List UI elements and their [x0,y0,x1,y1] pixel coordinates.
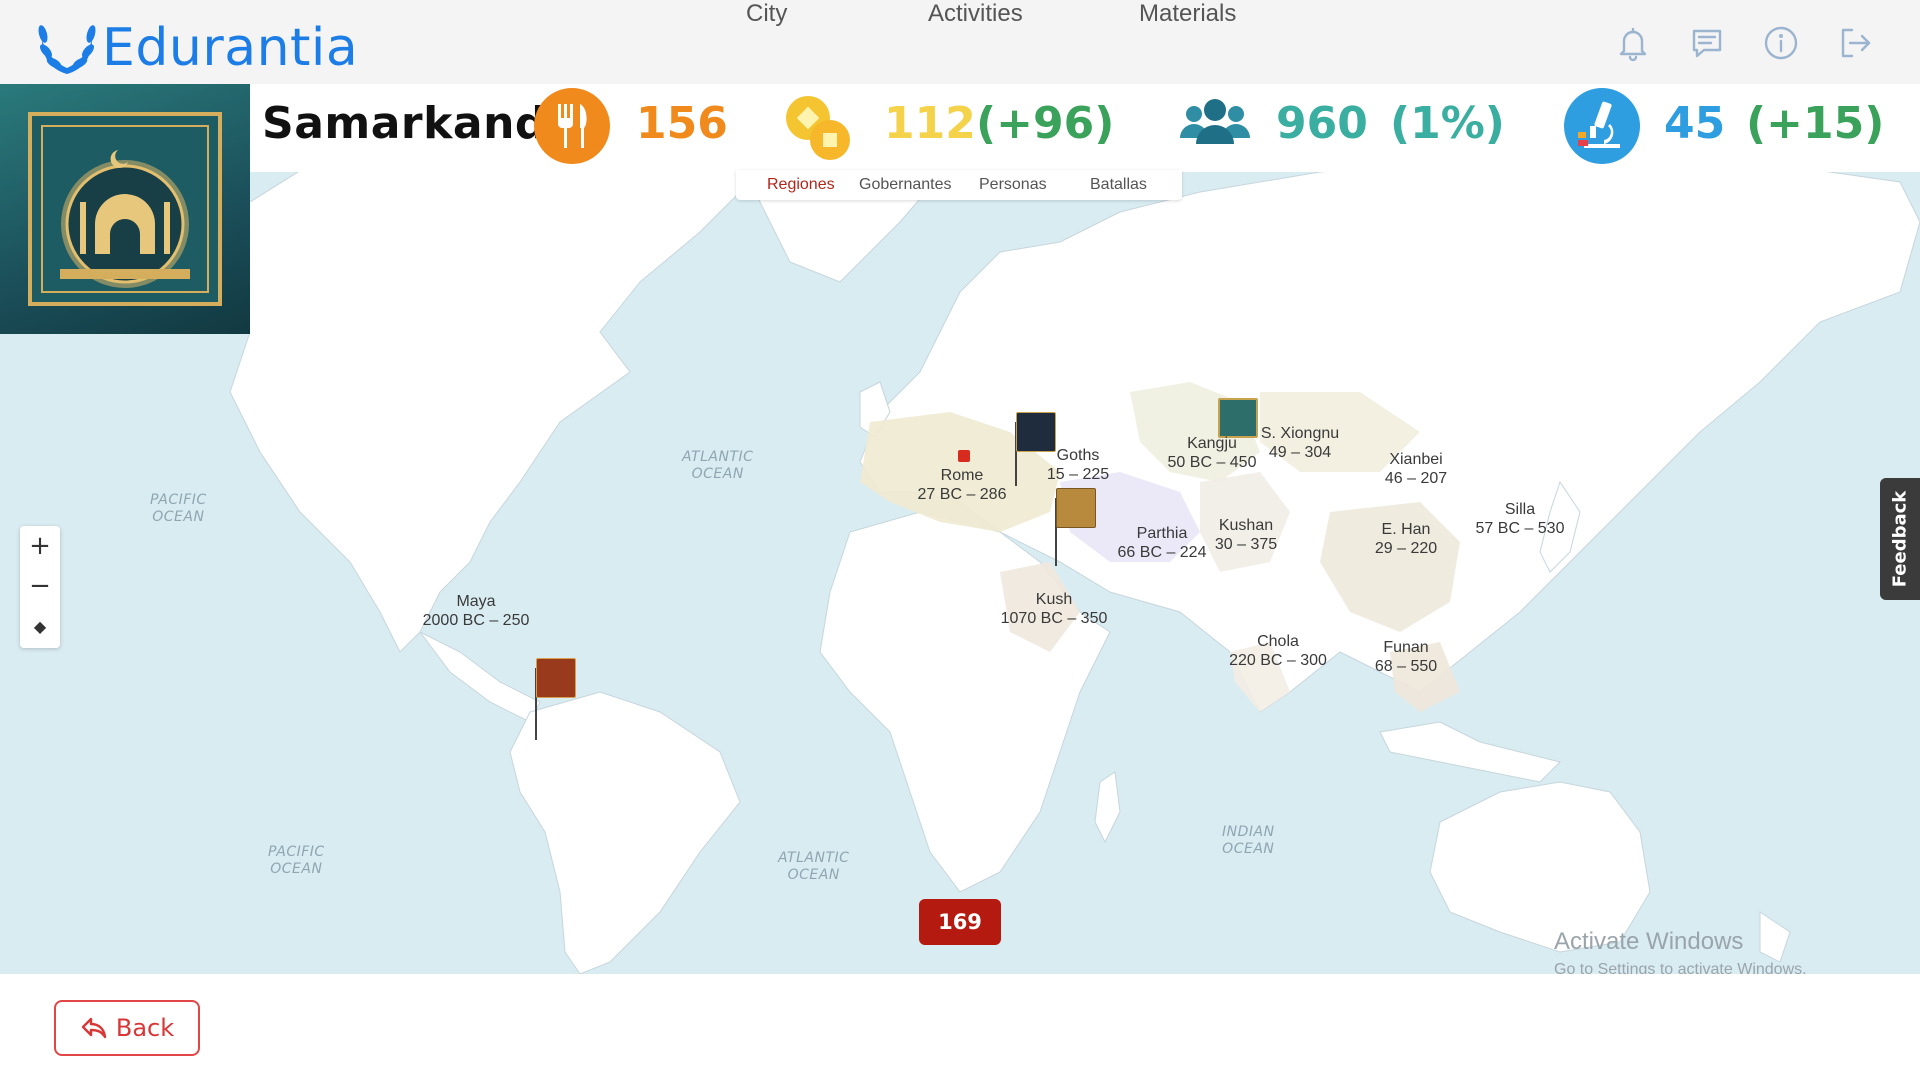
coins-icon [780,88,856,164]
chat-icon[interactable] [1688,24,1726,62]
compass-button[interactable]: ◆ [33,616,47,636]
tab-batallas[interactable]: Batallas [1090,176,1147,193]
city-banner: Samarkand 156 112 (+96) 960 (1%) 45 (+15… [0,84,1920,334]
civ-label-kangju[interactable]: Kangju 50 BC – 450 [1167,435,1257,471]
tab-regiones[interactable]: Regiones [767,176,835,193]
bell-icon[interactable] [1614,24,1652,62]
nav-item-city[interactable]: City [746,0,788,27]
food-icon [534,88,610,164]
layer-tabs: Regiones Gobernantes Personas Batallas [736,170,1182,200]
civ-label-chola[interactable]: Chola 220 BC – 300 [1229,633,1327,669]
header-icon-group [1614,24,1874,62]
flag-goths[interactable] [1016,412,1056,452]
world-map-base [19,101,1920,974]
civ-label-funan[interactable]: Funan 68 – 550 [1374,639,1438,675]
zoom-controls: + − ◆ [20,526,60,648]
civ-label-e-han[interactable]: E. Han 29 – 220 [1374,521,1438,557]
civ-label-kushan[interactable]: Kushan 30 – 375 [1214,517,1278,553]
activate-windows-title: Activate Windows [1554,928,1744,955]
flag-pole [1055,498,1057,566]
tab-personas[interactable]: Personas [979,176,1047,193]
civ-label-silla[interactable]: Silla 57 BC – 530 [1475,501,1565,537]
civ-label-rome[interactable]: Rome 27 BC – 286 [917,467,1007,503]
back-button[interactable]: Back [54,1000,200,1056]
flag-pole [1015,422,1017,486]
people-icon [1176,88,1254,164]
world-map[interactable]: PACIFIC OCEAN ATLANTIC OCEAN PACIFIC OCEAN … [0,92,1920,974]
civ-label-xianbei[interactable]: Xianbei 46 – 207 [1384,451,1448,487]
info-icon[interactable] [1762,24,1800,62]
mosque-emblem-icon [28,112,222,306]
feedback-label: Feedback [1889,490,1911,588]
science-delta: (+15) [1746,98,1885,149]
population-value: 960 [1276,98,1368,149]
ocean-label: PACIFIC OCEAN [268,844,325,877]
flag-kush[interactable] [1056,488,1096,528]
gold-value: 112 [884,98,976,149]
feedback-tab[interactable]: Feedback [1880,478,1920,600]
civ-label-parthia[interactable]: Parthia 66 BC – 224 [1117,525,1207,561]
science-value: 45 [1664,98,1726,149]
civ-label-goths[interactable]: Goths 15 – 225 [1046,447,1110,483]
microscope-icon [1564,88,1640,164]
flag-rome[interactable] [958,450,970,462]
ocean-label: ATLANTIC OCEAN [778,850,850,883]
civ-label-kush[interactable]: Kush 1070 BC – 350 [1000,591,1108,627]
ocean-label: PACIFIC OCEAN [150,492,207,525]
city-name: Samarkand [262,98,547,149]
zoom-in-button[interactable]: + [29,531,51,561]
ocean-label: ATLANTIC OCEAN [682,449,754,482]
logout-icon[interactable] [1836,24,1874,62]
flag-pole [535,668,537,740]
year-badge[interactable]: 169 [919,899,1001,945]
top-navigation-bar: Edurantia City Activities Materials [0,0,1920,92]
food-value: 156 [636,98,728,149]
footer: Back [0,974,1920,1080]
civ-label-maya[interactable]: Maya 2000 BC – 250 [422,593,530,629]
app-logo[interactable]: Edurantia [34,18,358,78]
flag-andes[interactable] [536,658,576,698]
nav-item-materials[interactable]: Materials [1139,0,1237,27]
gold-delta: (+96) [976,98,1115,149]
population-delta: (1%) [1390,98,1505,149]
activate-windows-subtitle: Go to Settings to activate Windows. [1554,961,1807,974]
city-emblem[interactable] [0,84,250,334]
banner-background [250,84,1920,172]
flag-kangju[interactable] [1218,398,1258,438]
civ-label-s-xiongnu[interactable]: S. Xiongnu 49 – 304 [1260,425,1340,461]
zoom-out-button[interactable]: − [29,571,51,601]
reply-arrow-icon [81,1017,107,1039]
nav-item-activities[interactable]: Activities [928,0,1023,27]
laurel-icon [38,25,96,74]
ocean-label: INDIAN OCEAN [1222,824,1275,857]
app-name: Edurantia [102,18,359,78]
tab-gobernantes[interactable]: Gobernantes [859,176,952,193]
back-label: Back [115,1014,175,1042]
